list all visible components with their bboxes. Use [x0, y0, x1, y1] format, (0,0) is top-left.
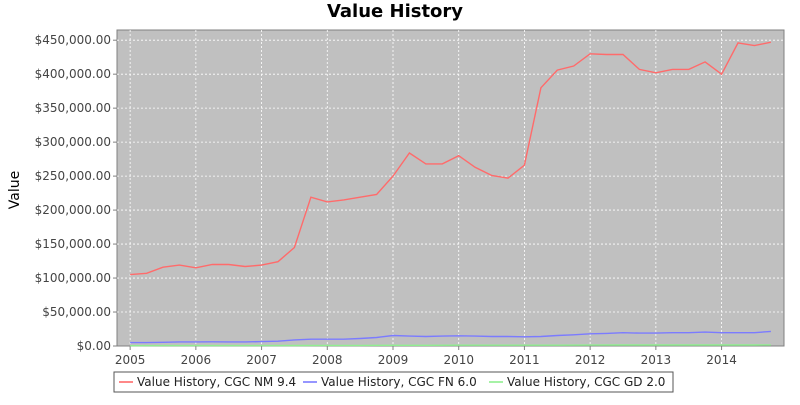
x-tick-label: 2005 — [115, 353, 146, 367]
x-tick-label: 2012 — [575, 353, 606, 367]
x-tick-label: 2010 — [443, 353, 474, 367]
series-line-2 — [130, 330, 771, 344]
x-tick-label: 2006 — [181, 353, 212, 367]
x-tick-label: 2014 — [706, 353, 737, 367]
legend-item-1: Value History, CGC NM 9.4 — [119, 375, 296, 389]
legend-label: Value History, CGC NM 9.4 — [137, 375, 296, 389]
grid-lines — [117, 30, 784, 346]
y-tick-label: $200,000.00 — [35, 203, 111, 217]
y-tick-label: $250,000.00 — [35, 169, 111, 183]
legend-item-3: Value History, CGC GD 2.0 — [489, 375, 665, 389]
x-tick-label: 2007 — [246, 353, 277, 367]
y-tick-label: $350,000.00 — [35, 101, 111, 115]
y-tick-label: $450,000.00 — [35, 33, 111, 47]
y-tick-label: $300,000.00 — [35, 135, 111, 149]
series-line-3 — [130, 344, 771, 347]
y-axis-ticks: $0.00 $50,000.00 $100,000.00 $150,000.00 $20… — [35, 33, 117, 353]
series-lines — [130, 41, 772, 347]
chart-title: Value History — [327, 1, 463, 22]
x-tick-label: 2008 — [312, 353, 343, 367]
legend-label: Value History, CGC GD 2.0 — [507, 375, 665, 389]
series-line-1 — [130, 41, 772, 276]
legend: Value History, CGC NM 9.4 Value History, … — [119, 375, 665, 389]
x-tick-label: 2011 — [509, 353, 540, 367]
y-tick-label: $100,000.00 — [35, 271, 111, 285]
legend-box — [113, 371, 674, 393]
legend-item-2: Value History, CGC FN 6.0 — [303, 375, 477, 389]
y-tick-label: $400,000.00 — [35, 67, 111, 81]
legend-label: Value History, CGC FN 6.0 — [321, 375, 477, 389]
x-axis-ticks: 2005 2006 2007 2008 2009 2010 2011 2012 2013 2014 — [115, 346, 737, 367]
y-axis-label: Value — [7, 171, 23, 209]
y-tick-label: $50,000.00 — [42, 305, 111, 319]
x-tick-label: 2013 — [641, 353, 672, 367]
x-tick-label: 2009 — [378, 353, 409, 367]
plot-area — [116, 29, 785, 347]
y-tick-label: $0.00 — [77, 339, 111, 353]
y-tick-label: $150,000.00 — [35, 237, 111, 251]
